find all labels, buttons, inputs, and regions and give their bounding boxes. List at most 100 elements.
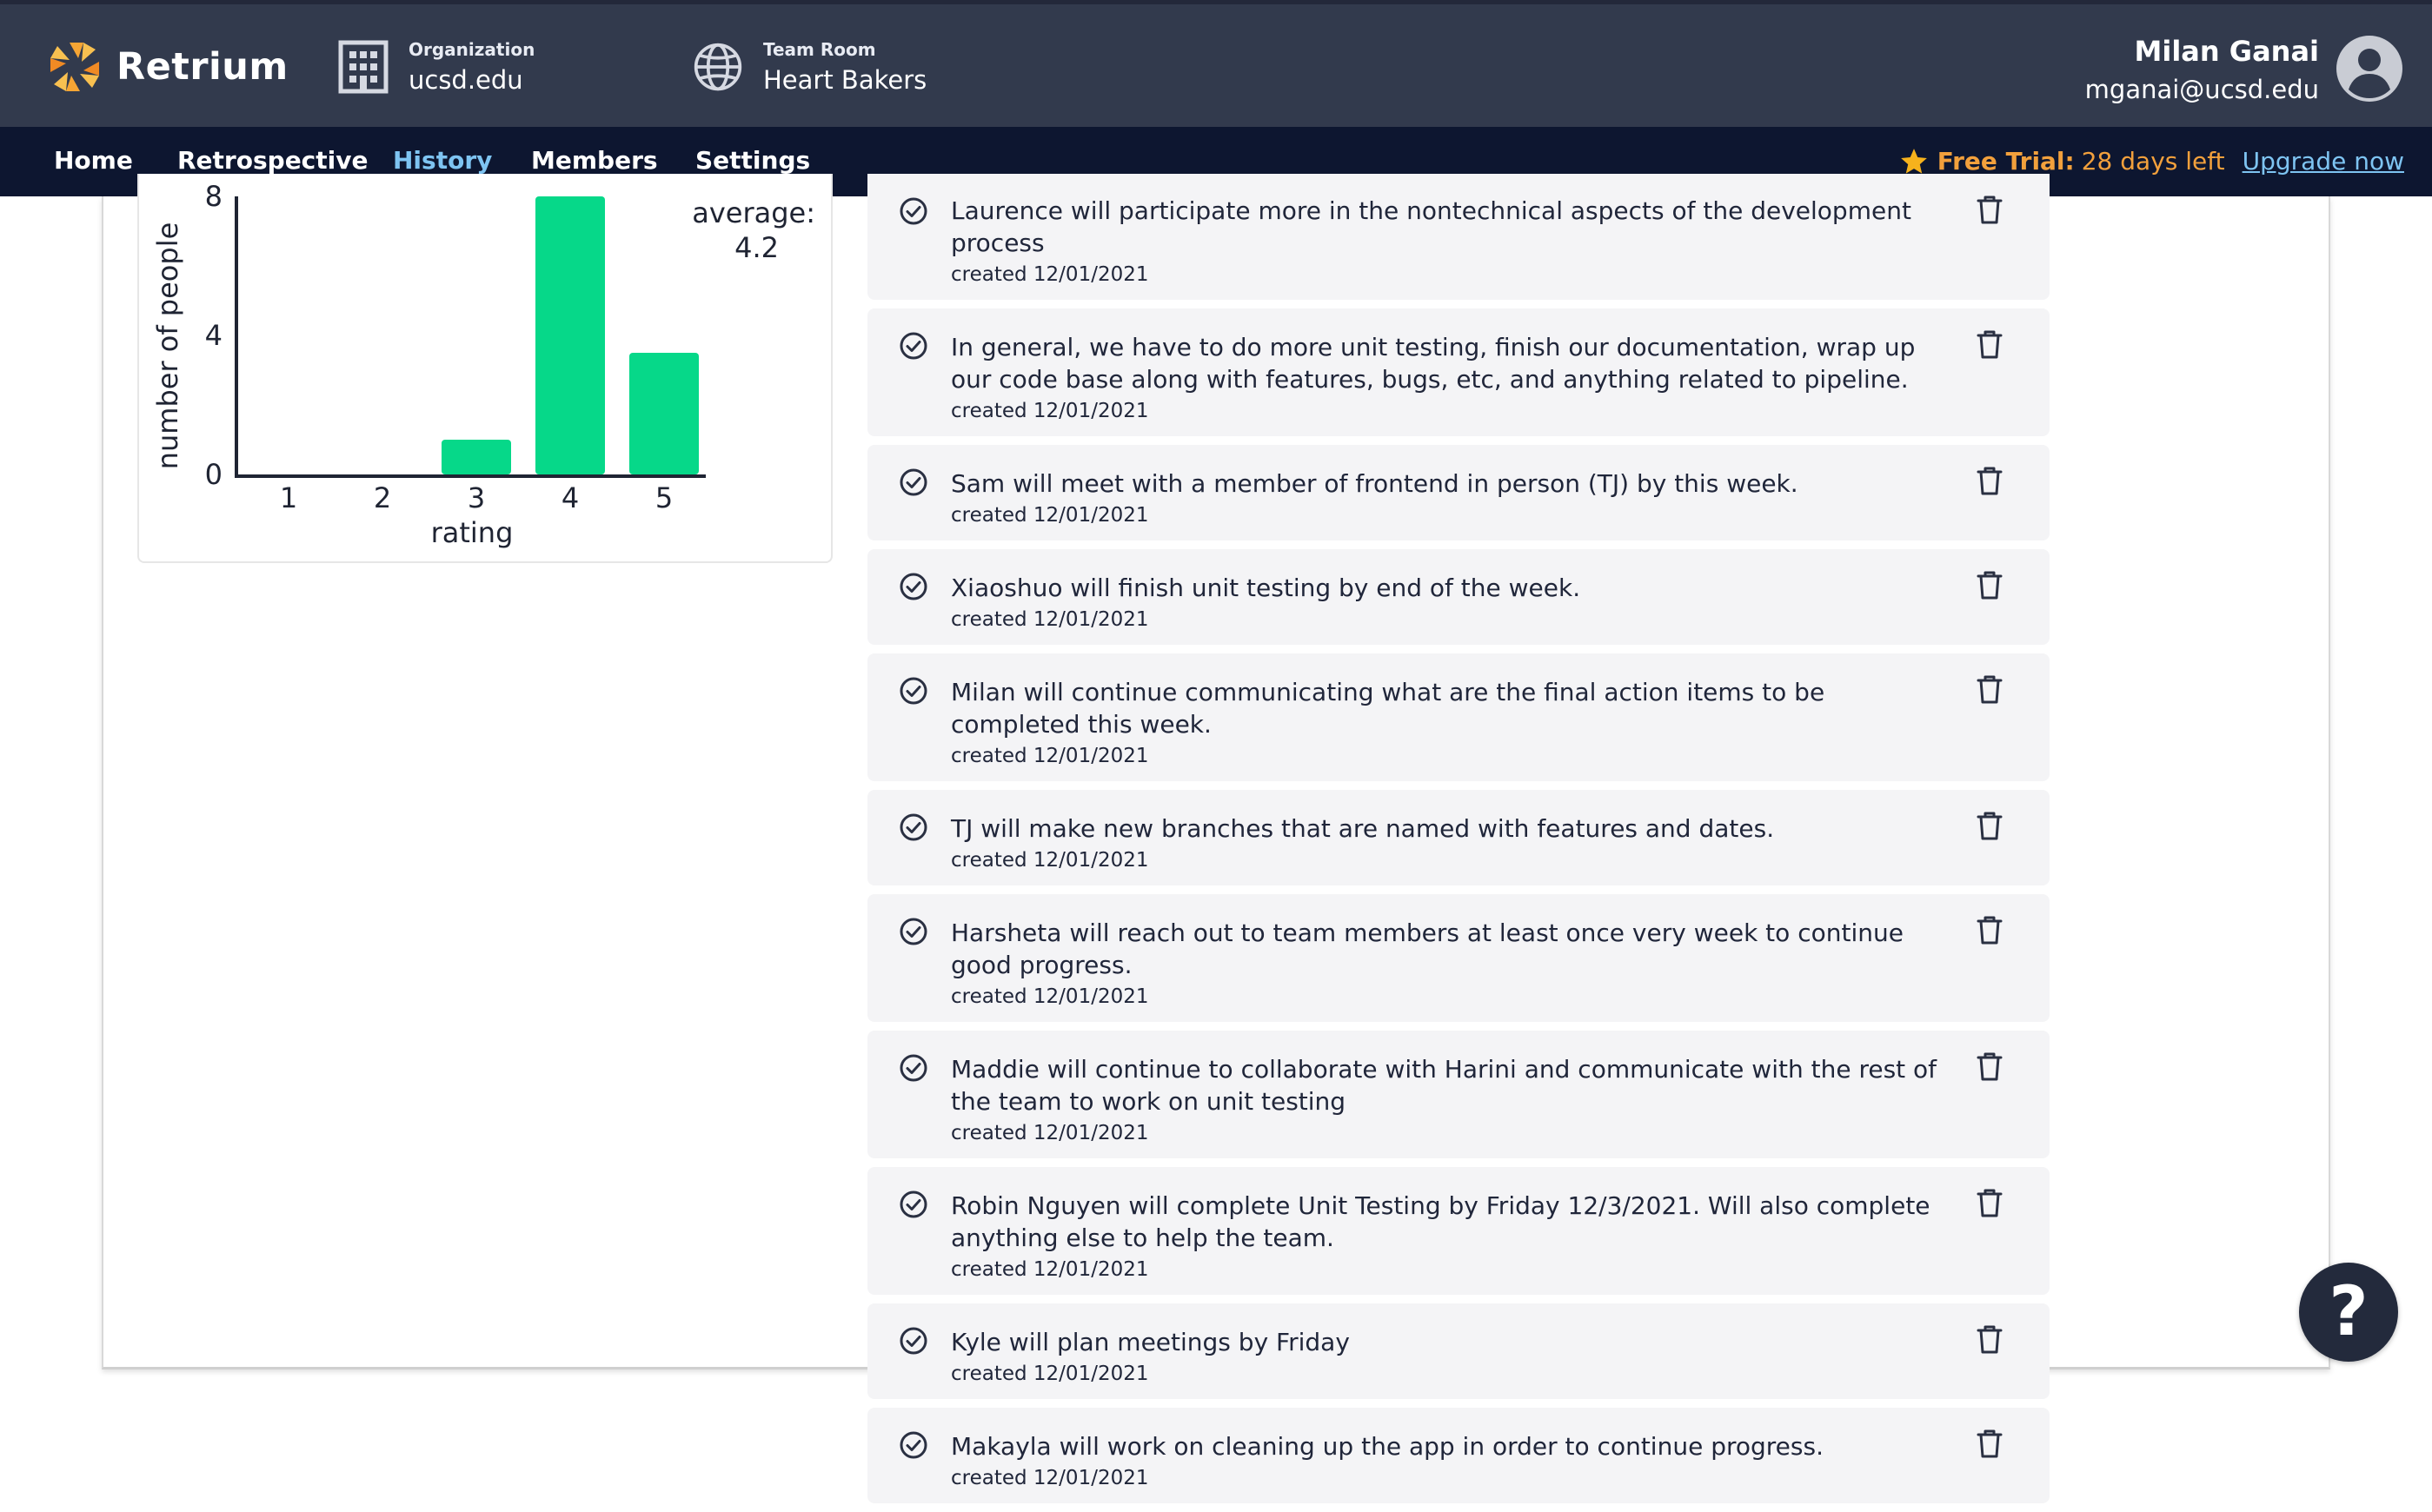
trash-icon[interactable] [1973,464,2006,497]
trash-icon[interactable] [1973,193,2006,226]
team-room-value: Heart Bakers [763,65,927,95]
action-item: Xiaoshuo will finish unit testing by end… [867,549,2050,645]
user-info[interactable]: Milan Ganai mganai@ucsd.edu [2085,35,2319,104]
trial-label: Free Trial: [1937,147,2075,176]
action-item-text: Sam will meet with a member of frontend … [951,469,1798,498]
upgrade-now-link[interactable]: Upgrade now [2242,147,2404,176]
action-item-date: created 12/01/2021 [951,745,1149,767]
action-item-text: Xiaoshuo will finish unit testing by end… [951,574,1581,602]
organization-label: Organization [409,39,535,60]
action-item: Makayla will work on cleaning up the app… [867,1408,2050,1503]
action-item: TJ will make new branches that are named… [867,790,2050,885]
action-item-text: Maddie will continue to collaborate with… [951,1055,1937,1116]
action-item: Harsheta will reach out to team members … [867,894,2050,1022]
action-item-date: created 12/01/2021 [951,504,1149,527]
x-tick-label: 5 [655,481,673,514]
bar-rating-3 [442,440,511,474]
globe-icon [694,43,742,91]
action-item: Maddie will continue to collaborate with… [867,1031,2050,1158]
tab-members[interactable]: Members [531,146,658,175]
action-item-date: created 12/01/2021 [951,1258,1149,1281]
check-circle-icon[interactable] [899,917,928,946]
tab-history[interactable]: History [393,146,493,175]
check-circle-icon[interactable] [899,331,928,361]
y-tick-label: 0 [205,458,223,491]
action-items-list: Laurence will participate more in the no… [867,174,2050,1512]
organization-value: ucsd.edu [409,65,523,95]
trash-icon[interactable] [1973,913,2006,946]
retrium-logo[interactable]: Retrium [47,39,289,95]
check-circle-icon[interactable] [899,1326,928,1356]
trial-days-left: 28 days left [2081,147,2225,176]
star-icon [1900,149,1927,174]
organization-selector[interactable]: Organization ucsd.edu [337,39,535,95]
x-tick-label: 4 [561,481,579,514]
team-room-label: Team Room [763,39,876,60]
check-circle-icon[interactable] [899,572,928,601]
action-item-date: created 12/01/2021 [951,400,1149,422]
action-item-date: created 12/01/2021 [951,263,1149,286]
trash-icon[interactable] [1973,809,2006,842]
tab-retrospective[interactable]: Retrospective [177,146,369,175]
help-button[interactable]: ? [2299,1263,2398,1362]
action-item-text: In general, we have to do more unit test… [951,333,1916,394]
tab-settings[interactable]: Settings [695,146,811,175]
top-header: Retrium Organization ucsd.edu [0,0,2432,127]
app-name: Retrium [116,45,289,89]
trash-icon[interactable] [1973,328,2006,361]
free-trial-banner: Free Trial: 28 days left Upgrade now [1899,127,2404,196]
action-item: Robin Nguyen will complete Unit Testing … [867,1167,2050,1295]
average-label: average: [692,196,815,229]
y-axis-label: number of people [151,222,184,470]
check-circle-icon[interactable] [899,1053,928,1083]
trash-icon[interactable] [1973,1323,2006,1356]
building-icon [338,40,389,94]
action-item-date: created 12/01/2021 [951,1467,1149,1489]
x-axis-label: rating [431,516,514,549]
y-tick-label: 8 [205,180,223,213]
x-tick-label: 3 [468,481,485,514]
action-item: Laurence will participate more in the no… [867,174,2050,300]
action-item-date: created 12/01/2021 [951,1363,1149,1385]
average-value: 4.2 [734,231,779,264]
avatar-icon[interactable] [2335,34,2404,103]
check-circle-icon[interactable] [899,1430,928,1460]
trash-icon[interactable] [1973,1427,2006,1460]
check-circle-icon[interactable] [899,468,928,497]
action-item-text: Makayla will work on cleaning up the app… [951,1432,1824,1461]
trash-icon[interactable] [1973,1050,2006,1083]
user-email: mganai@ucsd.edu [2084,75,2319,104]
action-item-text: TJ will make new branches that are named… [951,814,1775,843]
action-item: Kyle will plan meetings by Friday created… [867,1303,2050,1399]
bar-rating-4 [535,196,605,474]
trash-icon[interactable] [1973,1186,2006,1219]
action-item-date: created 12/01/2021 [951,985,1149,1008]
action-item-text: Milan will continue communicating what a… [951,678,1825,739]
team-room-selector[interactable]: Team Room Heart Bakers [692,39,927,95]
action-item-text: Harsheta will reach out to team members … [951,918,1904,979]
x-tick-label: 1 [280,481,297,514]
bar-rating-5 [629,353,699,474]
action-item: Sam will meet with a member of frontend … [867,445,2050,540]
action-item-date: created 12/01/2021 [951,608,1149,631]
user-name: Milan Ganai [2134,35,2320,68]
check-circle-icon[interactable] [899,812,928,842]
y-tick-label: 4 [205,319,223,352]
action-item-text: Kyle will plan meetings by Friday [951,1328,1350,1356]
action-item-date: created 12/01/2021 [951,1122,1149,1144]
action-item-date: created 12/01/2021 [951,849,1149,872]
trash-icon[interactable] [1973,568,2006,601]
action-item-text: Robin Nguyen will complete Unit Testing … [951,1191,1930,1252]
action-item: In general, we have to do more unit test… [867,308,2050,436]
retrium-logo-icon [50,43,99,91]
trash-icon[interactable] [1973,673,2006,706]
tab-home[interactable]: Home [54,146,133,175]
x-tick-label: 2 [374,481,391,514]
action-item-text: Laurence will participate more in the no… [951,196,1911,257]
check-circle-icon[interactable] [899,1190,928,1219]
action-item: Milan will continue communicating what a… [867,653,2050,781]
check-circle-icon[interactable] [899,676,928,706]
check-circle-icon[interactable] [899,196,928,226]
